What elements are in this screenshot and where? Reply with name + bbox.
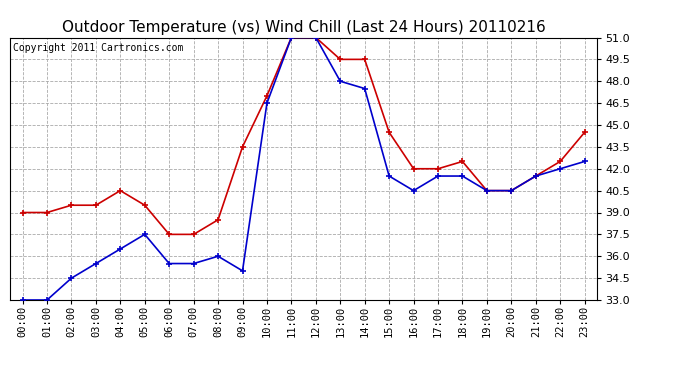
Text: Copyright 2011 Cartronics.com: Copyright 2011 Cartronics.com bbox=[13, 43, 184, 53]
Title: Outdoor Temperature (vs) Wind Chill (Last 24 Hours) 20110216: Outdoor Temperature (vs) Wind Chill (Las… bbox=[61, 20, 546, 35]
